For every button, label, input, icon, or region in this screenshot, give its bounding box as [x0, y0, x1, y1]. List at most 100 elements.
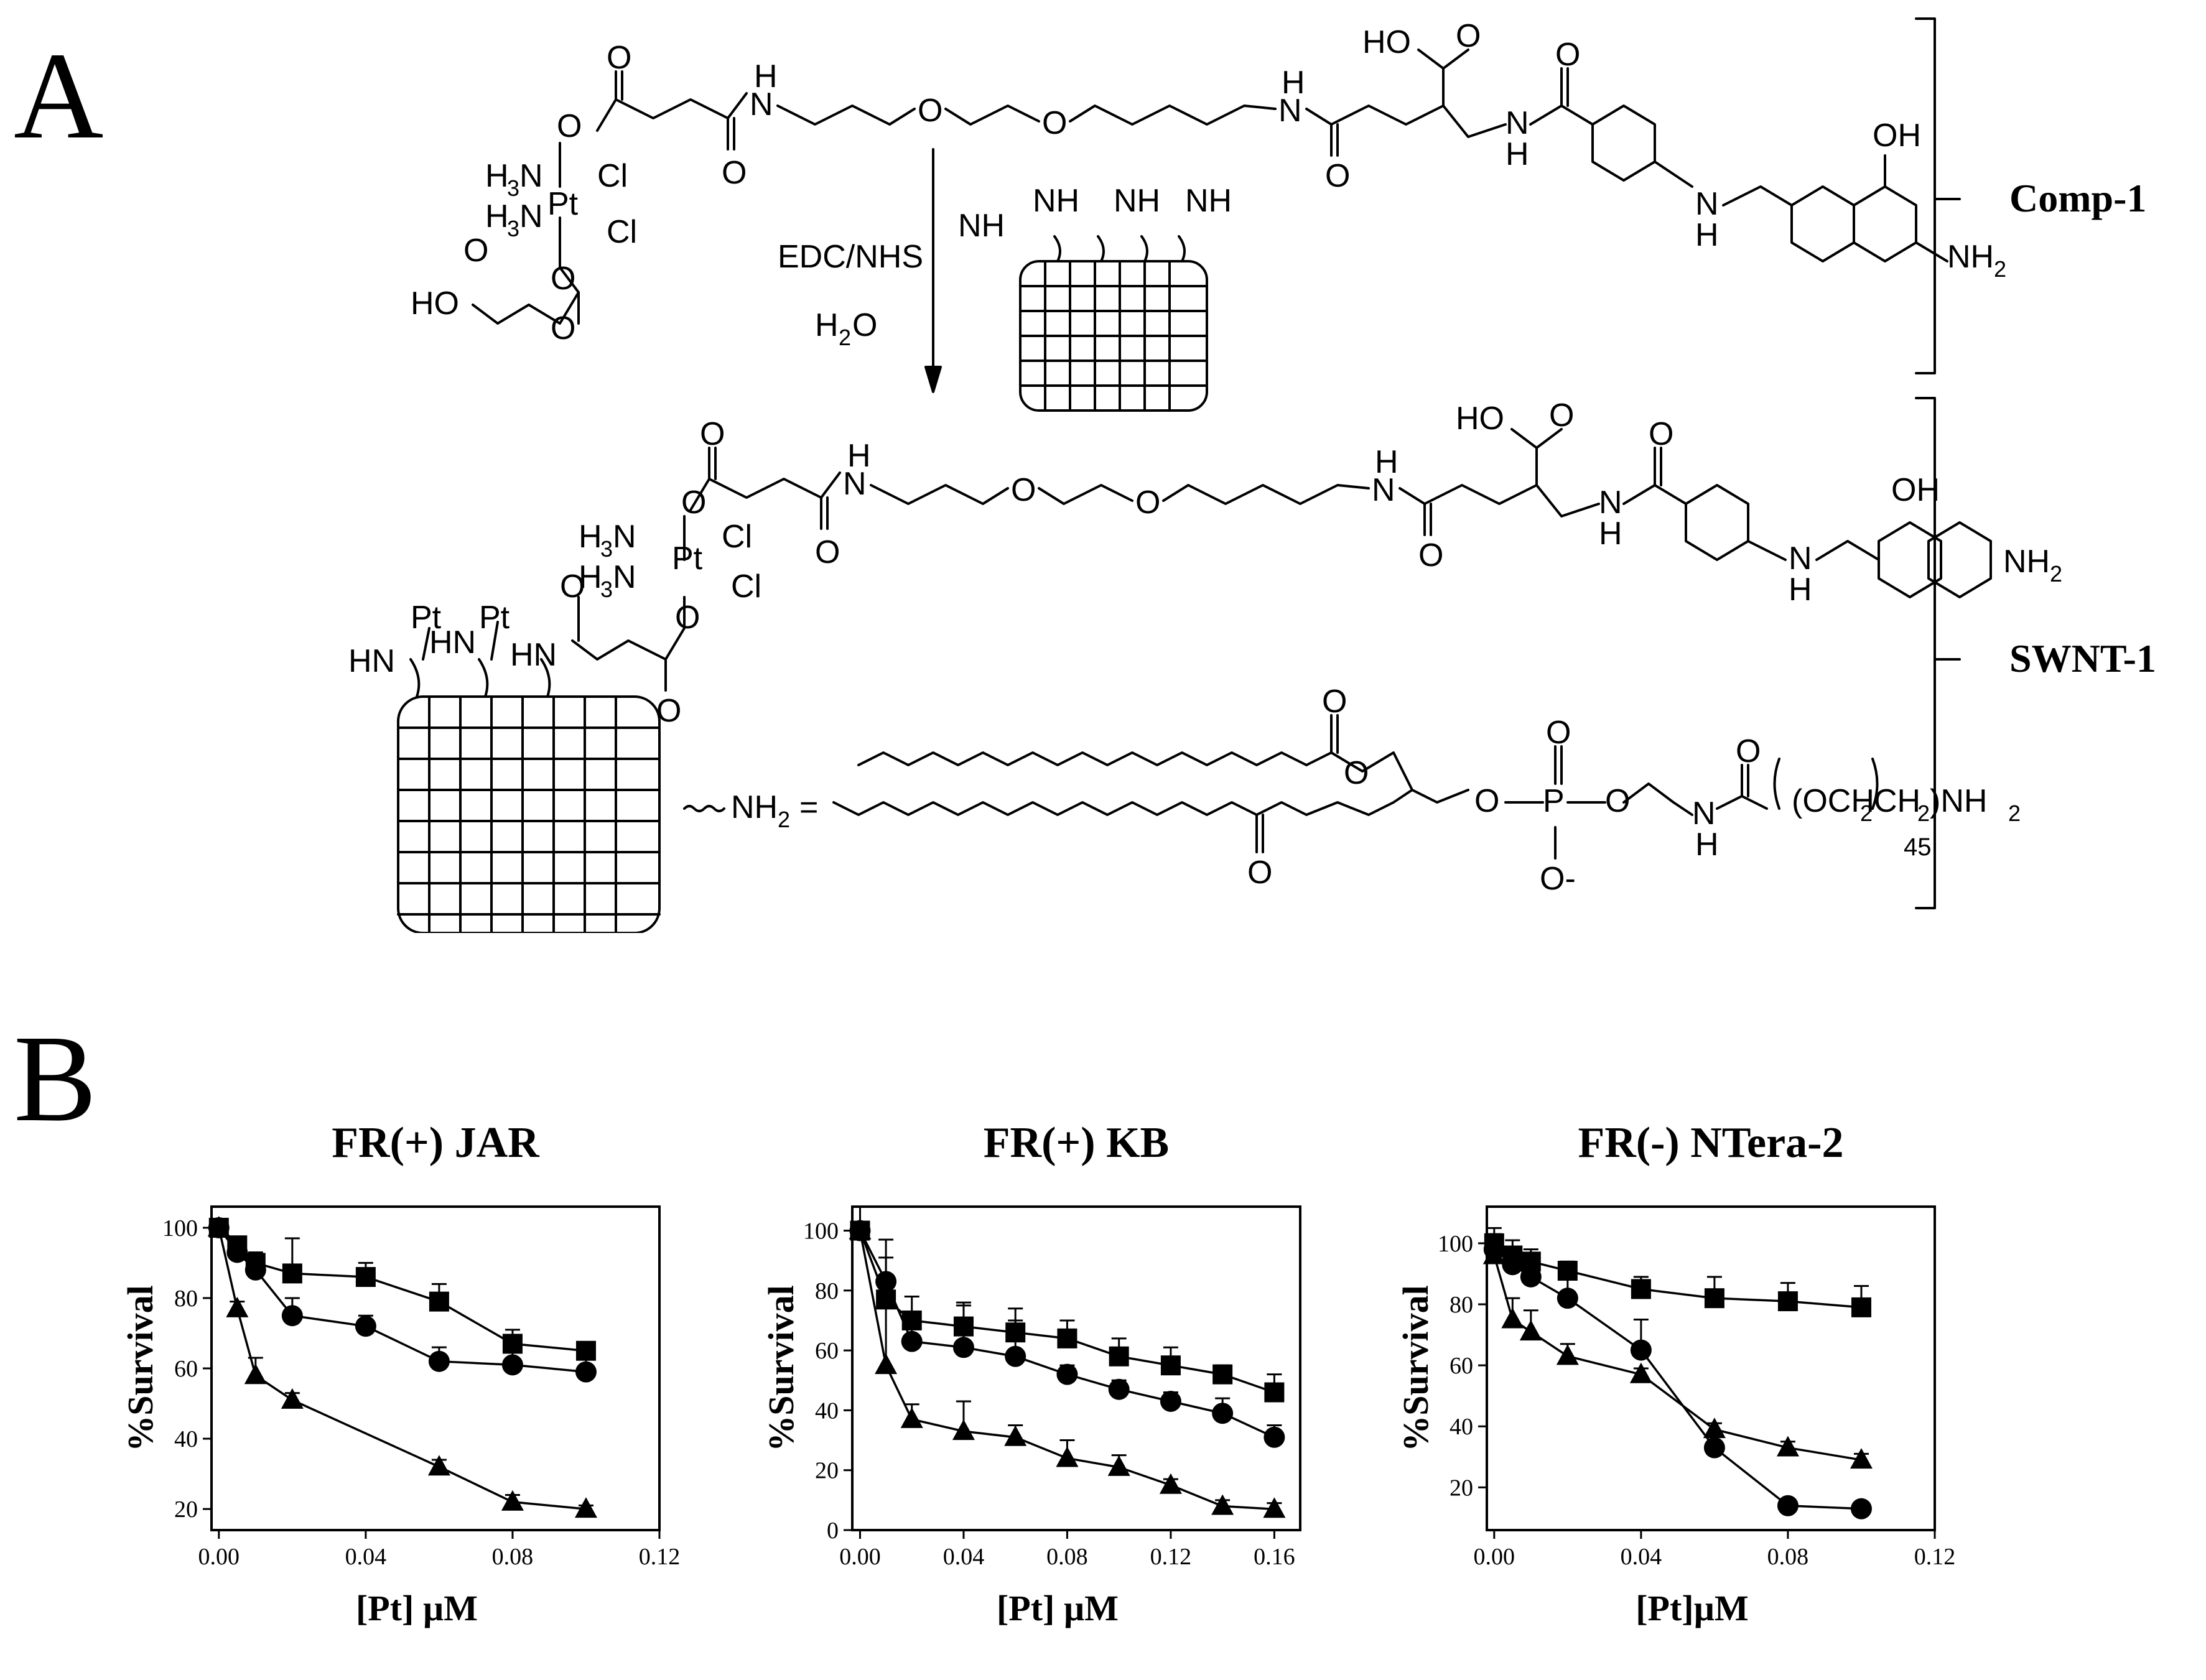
synthesis-scheme: O O N H O O O N H O HO O N H O N H OH NH…	[348, 17, 2156, 933]
series-line-triangle	[1493, 1255, 1862, 1461]
atom-label: Pt	[479, 600, 510, 636]
data-point-triangle	[244, 1363, 267, 1385]
data-point-triangle	[207, 1215, 230, 1237]
atom-label: O	[1605, 783, 1630, 819]
y-tick-label: 40	[174, 1426, 198, 1452]
chart-title: FR(-) NTera-2	[1578, 1119, 1843, 1167]
data-point-square	[1109, 1346, 1129, 1367]
y-tick-label: 100	[803, 1218, 839, 1245]
amine-label: NH	[1185, 183, 1232, 219]
atom-label: H	[1375, 444, 1399, 480]
lipid-equals: =	[799, 789, 818, 825]
x-axis-label: [Pt] µM	[997, 1588, 1119, 1628]
data-point-circle	[1160, 1390, 1181, 1412]
x-tick-label: 0.00	[839, 1544, 881, 1570]
atom-label: O	[722, 155, 747, 191]
y-tick-label: 80	[815, 1278, 839, 1304]
lipid-amine-label: NH	[731, 789, 778, 825]
atom-label: H	[754, 58, 778, 95]
x-axis-label: [Pt] µM	[356, 1588, 478, 1628]
atom-label: O	[1322, 684, 1347, 720]
atom-label: HO	[1456, 401, 1504, 437]
atom-label: N	[1278, 93, 1302, 129]
atom-label: H	[1506, 136, 1529, 172]
data-point-circle	[1502, 1254, 1524, 1276]
atom-label: H	[1789, 572, 1812, 608]
series-line-circle	[859, 1230, 1275, 1439]
plot-frame	[1486, 1205, 1936, 1531]
pt-ligand: H	[579, 519, 602, 555]
data-point-circle	[1212, 1403, 1234, 1424]
swnt-peg-chain	[870, 484, 1370, 505]
y-tick-label: 0	[827, 1518, 839, 1544]
data-point-triangle	[1004, 1425, 1027, 1446]
atom-label: N	[750, 86, 773, 123]
data-point-circle	[428, 1350, 450, 1372]
data-point-square	[1160, 1355, 1181, 1376]
x-tick-label: 0.16	[1254, 1544, 1295, 1570]
amine-label: NH	[958, 208, 1005, 244]
data-point-circle	[1264, 1426, 1285, 1448]
atom-label: O	[1042, 105, 1067, 141]
peg-end-label: )NH	[1930, 783, 1987, 819]
data-point-triangle	[1107, 1455, 1130, 1476]
panel-label-a: A	[14, 27, 104, 165]
pt-ligand: N	[519, 158, 543, 194]
y-tick-label: 20	[174, 1497, 198, 1523]
data-point-circle	[1520, 1266, 1542, 1288]
pt-ligand: N	[613, 519, 636, 555]
y-tick-label: 80	[174, 1286, 198, 1312]
lipid-chain-lower	[832, 801, 1258, 816]
y-tick-label: 80	[1450, 1292, 1473, 1318]
atom-label: O	[1011, 472, 1036, 508]
y-tick-label: 20	[1450, 1475, 1473, 1501]
lipid-chain-upper	[857, 751, 1308, 766]
pt-ligand-sub: 3	[600, 536, 613, 562]
data-point-circle	[1703, 1437, 1725, 1459]
atom-label: O	[1546, 715, 1571, 751]
swnt-succinate-chain	[689, 471, 841, 511]
y-tick-label: 40	[1450, 1414, 1473, 1440]
data-point-triangle	[1850, 1448, 1873, 1469]
reagent-label: EDC/NHS	[778, 239, 923, 275]
data-point-circle	[226, 1241, 248, 1263]
pt-ligand: N	[613, 559, 636, 595]
atom-label: O	[1344, 755, 1369, 791]
atom-label: HO	[1362, 24, 1411, 60]
data-point-circle	[1005, 1345, 1026, 1367]
data-point-circle	[1557, 1288, 1578, 1309]
x-tick-label: 0.08	[492, 1544, 534, 1570]
x-tick-label: 0.04	[943, 1544, 985, 1570]
comp-peg-chain	[776, 104, 1277, 126]
atom-label: O	[1474, 783, 1499, 819]
data-point-triangle	[1482, 1243, 1506, 1265]
atom-label: O	[681, 485, 706, 521]
panel-label-b: B	[14, 1010, 97, 1148]
data-point-circle	[355, 1316, 376, 1337]
data-point-square	[282, 1263, 302, 1284]
data-point-circle	[901, 1330, 923, 1352]
amine-label: NH	[1114, 183, 1160, 219]
data-point-triangle	[226, 1296, 249, 1317]
y-tick-label: 60	[174, 1356, 198, 1382]
data-point-square	[1851, 1297, 1871, 1317]
data-point-circle	[244, 1259, 266, 1281]
reagent-label: H	[815, 307, 839, 343]
y-axis-label: %Survival	[1395, 1285, 1436, 1452]
data-point-square	[1212, 1364, 1233, 1385]
data-point-triangle	[427, 1455, 450, 1476]
atom-label: HN	[348, 643, 395, 679]
pt-ligand: N	[519, 198, 543, 234]
atom-label: N	[843, 466, 867, 502]
swnt-bracket	[1915, 397, 1961, 909]
atom-label: O	[1649, 416, 1673, 452]
pt-atom: Pt	[547, 186, 579, 222]
chart-ntera: FR(-) NTera-2 0.00 0.04 0.08 0.12 20 40 60 80 100…	[1395, 1119, 1955, 1628]
data-point-square	[1057, 1328, 1077, 1348]
atom-label: N	[1789, 541, 1812, 577]
lipid-amine-sub: 2	[778, 807, 790, 832]
atom-label: O	[656, 693, 681, 729]
atom-label-sub: 2	[2050, 561, 2062, 587]
data-point-circle	[1108, 1378, 1130, 1400]
atom-label: O	[1247, 855, 1272, 891]
